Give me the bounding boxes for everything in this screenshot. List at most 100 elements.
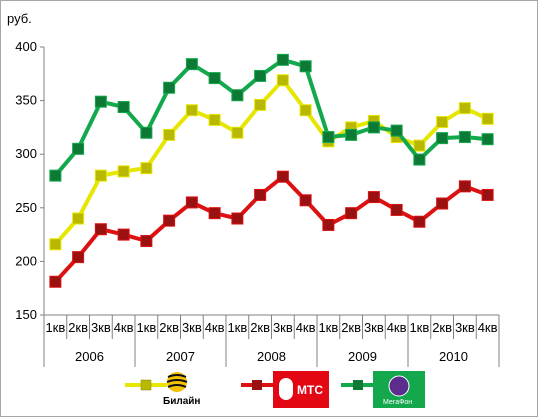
data-point (208, 72, 221, 85)
data-point (208, 113, 221, 126)
data-point (299, 194, 312, 207)
beeline-logo-ball (167, 372, 187, 392)
beeline-logo: Билайн (163, 372, 200, 407)
data-point (481, 188, 494, 201)
legend-beeline: Билайн (125, 372, 200, 407)
data-point (390, 124, 403, 137)
data-point (458, 102, 471, 115)
legend-megafon-marker (353, 380, 363, 390)
data-point (436, 116, 449, 129)
data-point (117, 165, 130, 178)
x-tick-label: 3кв (91, 320, 111, 335)
x-tick-label: 4кв (296, 320, 316, 335)
data-point (163, 214, 176, 227)
y-tick-label: 300 (15, 146, 37, 161)
beeline-logo-text: Билайн (163, 396, 200, 407)
data-point (185, 104, 198, 117)
x-tick-label: 1кв (409, 320, 429, 335)
data-point (481, 112, 494, 125)
data-point (49, 238, 62, 251)
data-point (94, 169, 107, 182)
data-point (413, 153, 426, 166)
x-tick-label: 2кв (341, 320, 361, 335)
x-tick-label: 1кв (45, 320, 65, 335)
legend-mts-marker (252, 380, 262, 390)
y-tick-labels: 150 200 250 300 350 400 (15, 39, 37, 322)
data-point (117, 228, 130, 241)
data-point (231, 126, 244, 139)
data-point (458, 180, 471, 193)
data-point (436, 197, 449, 210)
x-tick-label: 4кв (114, 320, 134, 335)
data-point (436, 132, 449, 145)
data-point (163, 81, 176, 94)
data-point (322, 131, 335, 144)
data-point (208, 207, 221, 220)
mts-logo-egg (279, 378, 293, 400)
data-point (254, 98, 267, 111)
data-point (345, 128, 358, 141)
y-tick-label: 250 (15, 200, 37, 215)
x-tick-label: 3кв (273, 320, 293, 335)
data-point (49, 275, 62, 288)
data-point (140, 235, 153, 248)
x-tick-label: 3кв (455, 320, 475, 335)
data-point (299, 104, 312, 117)
data-point (481, 133, 494, 146)
legend-beeline-marker (140, 379, 152, 391)
y-axis-unit-label: руб. (7, 11, 32, 26)
data-point (254, 69, 267, 82)
x-tick-label: 1кв (227, 320, 247, 335)
year-label: 2009 (348, 349, 377, 364)
data-point (163, 128, 176, 141)
data-point (117, 101, 130, 114)
data-point (231, 89, 244, 102)
data-point (72, 212, 85, 225)
series-lines (49, 53, 494, 288)
y-tick-label: 350 (15, 93, 37, 108)
axes (40, 46, 500, 367)
data-point (367, 121, 380, 134)
data-point (254, 188, 267, 201)
y-tick-label: 150 (15, 307, 37, 322)
data-point (413, 215, 426, 228)
legend-mts: МТС (241, 371, 329, 408)
data-point (49, 169, 62, 182)
data-point (458, 131, 471, 144)
legend-megafon: МегаФон (341, 371, 425, 408)
data-point (185, 196, 198, 209)
legend: Билайн МТС МегаФон (125, 371, 425, 408)
year-label: 2006 (75, 349, 104, 364)
x-tick-label: 2кв (68, 320, 88, 335)
megafon-logo-emblem (388, 375, 410, 397)
data-point (276, 170, 289, 183)
data-point (390, 203, 403, 216)
x-tick-label: 2кв (159, 320, 179, 335)
data-point (72, 142, 85, 155)
data-point (185, 58, 198, 71)
data-point (140, 162, 153, 175)
x-tick-label: 1кв (136, 320, 156, 335)
x-tick-label: 4кв (205, 320, 225, 335)
x-tick-label: 3кв (182, 320, 202, 335)
year-labels: 2006 2007 2008 2009 2010 (75, 349, 468, 364)
x-tick-labels: 1кв 2кв 3кв 4кв 1кв 2кв 3кв 4кв 1кв 2кв 3кв 4кв 1кв 2… (45, 320, 497, 335)
data-point (367, 191, 380, 204)
data-point (140, 126, 153, 139)
x-tick-label: 3кв (364, 320, 384, 335)
x-tick-label: 4кв (387, 320, 407, 335)
megafon-logo-text: МегаФон (383, 399, 412, 406)
year-label: 2010 (439, 349, 468, 364)
x-tick-label: 4кв (478, 320, 498, 335)
data-point (413, 139, 426, 152)
data-point (94, 223, 107, 236)
x-tick-label: 1кв (318, 320, 338, 335)
y-tick-label: 400 (15, 39, 37, 54)
data-point (276, 74, 289, 87)
y-tick-label: 200 (15, 253, 37, 268)
data-point (231, 212, 244, 225)
year-label: 2008 (257, 349, 286, 364)
data-point (299, 60, 312, 73)
